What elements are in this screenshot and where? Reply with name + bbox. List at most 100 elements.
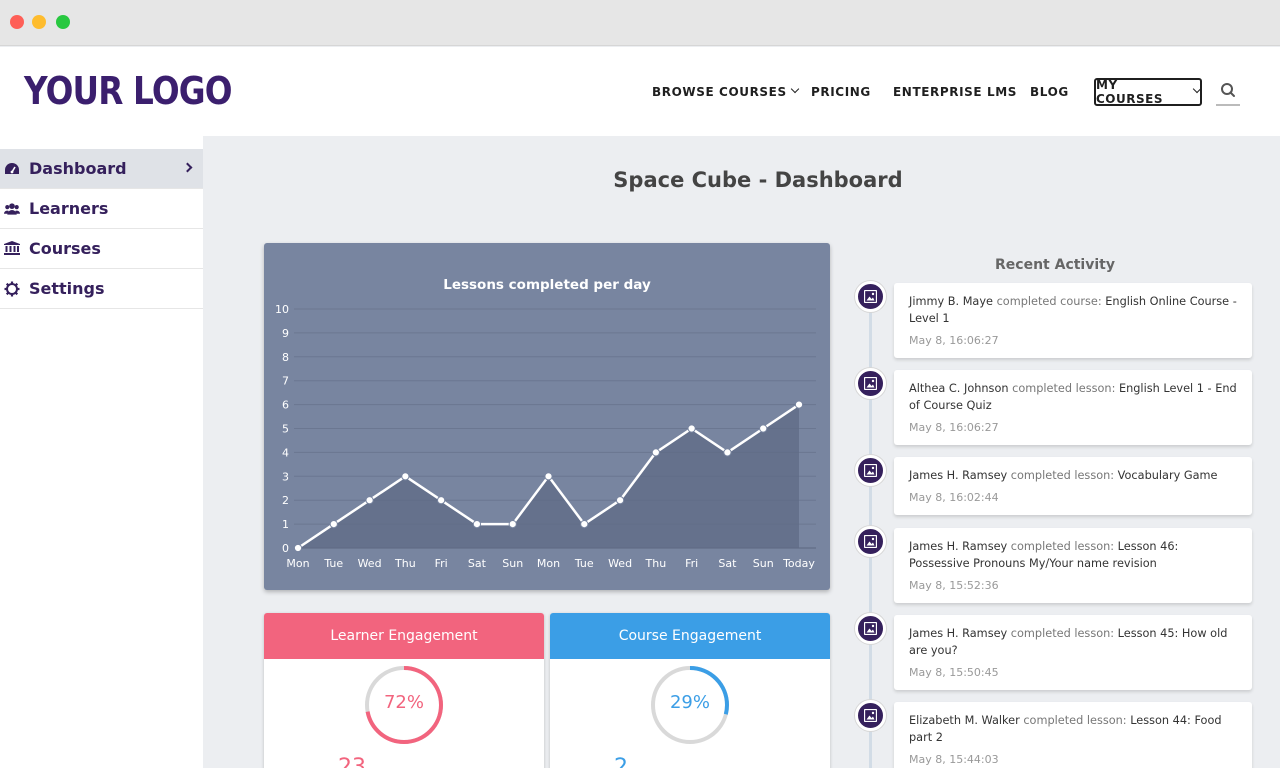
course-engagement-percent: 29% — [669, 692, 710, 713]
activity-image-icon — [855, 368, 886, 399]
activity-verb: completed lesson: — [1007, 627, 1118, 640]
activity-card[interactable]: Elizabeth M. Walker completed lesson: Le… — [894, 702, 1252, 768]
activity-target: English Online Course - Level 1 — [909, 295, 1237, 325]
activity-user: James H. Ramsey — [909, 540, 1008, 553]
activity-card[interactable]: James H. Ramsey completed lesson: Lesson… — [894, 615, 1252, 690]
data-point — [508, 520, 517, 529]
window-titlebar — [0, 0, 1280, 46]
sidebar-item-label: Dashboard — [29, 159, 127, 178]
ring-progress — [365, 666, 443, 744]
y-tick-label: 4 — [282, 446, 289, 459]
search-button[interactable] — [1216, 80, 1240, 106]
x-tick-label: Mon — [286, 557, 309, 570]
close-window-button[interactable] — [10, 15, 24, 29]
activity-user: James H. Ramsey — [909, 469, 1008, 482]
data-point — [723, 448, 732, 457]
activity-text: James H. Ramsey completed lesson: Vocabu… — [909, 467, 1238, 484]
my-courses-button[interactable]: MY COURSES — [1094, 78, 1202, 106]
learner-engagement-title: Learner Engagement — [264, 613, 544, 659]
minimize-window-button[interactable] — [32, 15, 46, 29]
x-tick-label: Wed — [608, 557, 632, 570]
activity-timestamp: May 8, 15:50:45 — [909, 666, 999, 679]
learner-engagement-ring — [365, 666, 443, 744]
activity-target: Lesson 44: Food part 2 — [909, 714, 1222, 744]
learner-engagement-percent: 72% — [383, 692, 424, 713]
nav-pricing[interactable]: PRICING — [811, 47, 871, 136]
chevron-down-icon — [1192, 84, 1202, 94]
users-icon — [4, 201, 20, 217]
activity-target: Lesson 45: How old are you? — [909, 627, 1228, 657]
nav-browse-courses[interactable]: BROWSE COURSES — [652, 47, 799, 136]
data-point — [544, 472, 553, 481]
sidebar-item-dashboard[interactable]: Dashboard — [0, 149, 203, 189]
data-point — [615, 496, 625, 505]
sidebar-item-settings[interactable]: Settings — [0, 269, 203, 309]
activity-verb: completed course: — [993, 295, 1106, 308]
nav-enterprise-lms[interactable]: ENTERPRISE LMS — [893, 47, 1017, 136]
activity-verb: completed lesson: — [1019, 714, 1131, 727]
activity-target: Lesson 46: Possessive Pronouns My/Your n… — [909, 540, 1179, 570]
data-point — [437, 496, 446, 505]
sidebar: Dashboard Learners Courses Settings — [0, 136, 203, 768]
activity-card[interactable]: Jimmy B. Maye completed course: English … — [894, 283, 1252, 358]
x-tick-label: Wed — [358, 557, 382, 570]
data-point — [687, 424, 696, 433]
chevron-right-icon — [182, 162, 193, 173]
data-point — [401, 472, 410, 481]
nav-blog[interactable]: BLOG — [1030, 47, 1069, 136]
learner-engagement-card: Learner Engagement 72% 23 — [264, 613, 544, 768]
chevron-down-icon — [790, 84, 799, 93]
x-tick-label: Tue — [574, 557, 594, 570]
my-courses-label: MY COURSES — [1096, 78, 1163, 106]
activity-card[interactable]: James H. Ramsey completed lesson: Lesson… — [894, 528, 1252, 603]
y-tick-label: 1 — [282, 518, 289, 531]
data-point — [580, 520, 589, 529]
activity-timestamp: May 8, 15:44:03 — [909, 753, 999, 766]
chart-title: Lessons completed per day — [443, 277, 651, 293]
activity-image-icon — [855, 700, 886, 731]
activity-user: Elizabeth M. Walker — [909, 714, 1020, 727]
activity-image-icon — [855, 455, 886, 486]
sidebar-item-label: Settings — [29, 279, 105, 298]
activity-card[interactable]: Althea C. Johnson completed lesson: Engl… — [894, 370, 1252, 445]
data-point — [794, 400, 804, 409]
nav-browse-courses-label: BROWSE COURSES — [652, 84, 787, 99]
activity-card[interactable]: James H. Ramsey completed lesson: Vocabu… — [894, 457, 1252, 515]
nav-enterprise-label: ENTERPRISE LMS — [893, 84, 1018, 99]
search-icon — [1221, 83, 1235, 97]
learner-engagement-stat: 23 — [338, 755, 366, 768]
x-tick-label: Fri — [435, 557, 448, 570]
data-point — [651, 448, 660, 457]
maximize-window-button[interactable] — [56, 15, 70, 29]
sidebar-item-label: Courses — [29, 239, 101, 258]
site-header: YOUR LOGO BROWSE COURSES PRICING ENTERPR… — [0, 47, 1280, 136]
activity-verb: completed lesson: — [1008, 382, 1119, 395]
activity-text: Althea C. Johnson completed lesson: Engl… — [909, 380, 1238, 414]
x-tick-label: Thu — [394, 557, 416, 570]
gear-icon — [4, 281, 20, 297]
data-point — [472, 520, 482, 529]
activity-timestamp: May 8, 16:06:27 — [909, 421, 999, 434]
site-logo[interactable]: YOUR LOGO — [24, 69, 233, 113]
page-title: Space Cube - Dashboard — [613, 168, 903, 192]
sidebar-item-learners[interactable]: Learners — [0, 189, 203, 229]
course-engagement-ring — [651, 666, 729, 744]
activity-target: Vocabulary Game — [1117, 469, 1218, 482]
activity-text: Jimmy B. Maye completed course: English … — [909, 293, 1238, 327]
x-tick-label: Tue — [323, 557, 343, 570]
data-point — [365, 496, 374, 505]
activity-image-icon — [855, 526, 886, 557]
y-tick-label: 3 — [282, 470, 289, 483]
activity-timestamp: May 8, 15:52:36 — [909, 579, 999, 592]
activity-verb: completed lesson: — [1007, 540, 1118, 553]
activity-text: James H. Ramsey completed lesson: Lesson… — [909, 625, 1238, 659]
activity-image-icon — [855, 281, 886, 312]
activity-user: Althea C. Johnson — [909, 382, 1009, 395]
data-point — [293, 543, 303, 553]
x-tick-label: Sun — [753, 557, 774, 570]
activity-target: English Level 1 - End of Course Quiz — [909, 382, 1237, 412]
y-tick-label: 7 — [282, 375, 289, 388]
sidebar-item-courses[interactable]: Courses — [0, 229, 203, 269]
y-tick-label: 5 — [282, 423, 289, 436]
activity-timestamp: May 8, 16:06:27 — [909, 334, 999, 347]
